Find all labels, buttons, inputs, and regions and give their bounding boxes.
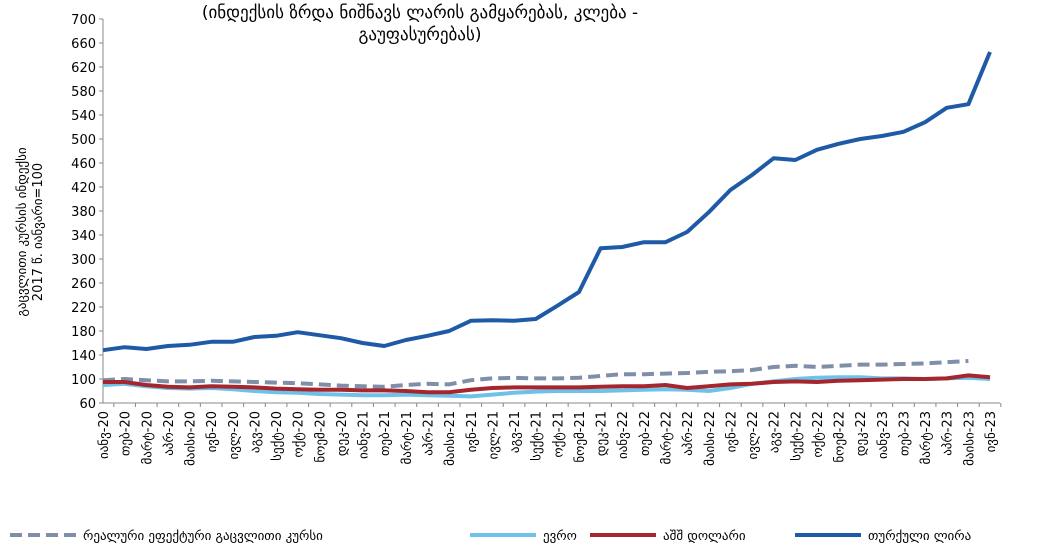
series-line — [102, 51, 992, 353]
x-tick-label: მარტ-22 — [659, 411, 674, 464]
x-tick-label: აპრ-22 — [681, 411, 696, 456]
x-tick-label: აპრ-20 — [162, 411, 177, 456]
x-tick-label: იანვ-21 — [357, 411, 372, 459]
y-tick-label: 420 — [71, 181, 96, 196]
x-tick-label: სექტ-20 — [270, 411, 285, 461]
x-tick-label: სექტ-22 — [789, 411, 804, 461]
x-tick-label: დეკ-20 — [335, 411, 350, 456]
x-tick-label: თებ-20 — [119, 411, 134, 456]
x-tick-label: ივნ-20 — [205, 411, 220, 452]
y-tick-label: 580 — [71, 85, 96, 100]
y-tick-label: 500 — [71, 133, 96, 148]
x-tick-label: აპრ-23 — [941, 411, 956, 456]
x-tick-label: ნოემ-21 — [573, 411, 588, 463]
x-tick-label: ოქტ-21 — [551, 411, 566, 458]
x-tick-label: მარტ-21 — [400, 411, 415, 464]
x-tick-label: მარტ-23 — [919, 411, 934, 464]
x-tick-label: მაისი-22 — [703, 411, 718, 466]
title-line: გაუფასურებას) — [358, 25, 482, 45]
x-tick-label: იანვ-20 — [97, 411, 112, 459]
y-tick-label: 620 — [71, 61, 96, 76]
x-tick-label: ოქტ-20 — [292, 411, 307, 458]
x-tick-label: ივლ-22 — [746, 411, 761, 459]
y-tick-label: 540 — [71, 109, 96, 124]
x-tick-label: მაისი-20 — [184, 411, 199, 466]
y-label-line: 2017 წ. იანვარი=100 — [31, 163, 46, 301]
x-tick-label: ნოემ-20 — [313, 411, 328, 463]
series-line — [102, 375, 991, 399]
y-tick-label: 660 — [71, 37, 96, 52]
legend-label: აშშ დოლარი — [663, 529, 746, 544]
y-tick-label: 300 — [71, 253, 96, 268]
y-tick-label: 100 — [71, 373, 96, 388]
x-tick-label: ივლ-21 — [486, 411, 501, 459]
chart-title: (ინდექსის ზრდა ნიშნავს ლარის გამყარებას,… — [190, 2, 650, 46]
series-line — [102, 359, 969, 389]
x-tick-label: მაისი-23 — [962, 411, 977, 466]
y-label-line: გაცვლითი კურსის ინდექსი — [15, 147, 30, 317]
x-tick-label: აგვ-22 — [768, 411, 783, 453]
x-tick-label: იანვ-22 — [616, 411, 631, 459]
x-tick-label: თებ-23 — [897, 411, 912, 456]
x-tick-label: მარტ-20 — [140, 411, 155, 464]
x-tick-label: სექტ-21 — [530, 411, 545, 461]
legend-label: რეალური ეფექტური გაცვლითი კურსი — [83, 529, 323, 544]
y-tick-label: 60 — [79, 397, 96, 412]
y-tick-label: 380 — [71, 205, 96, 220]
x-tick-label: თებ-22 — [638, 411, 653, 456]
x-tick-label: ივნ-23 — [984, 411, 999, 452]
x-tick-label: მაისი-21 — [443, 411, 458, 466]
x-tick-label: თებ-21 — [378, 411, 393, 456]
x-tick-label: ივნ-22 — [724, 411, 739, 452]
y-tick-label: 220 — [71, 301, 96, 316]
y-axis-label: გაცვლითი კურსის ინდექსი 2017 წ. იანვარი=… — [15, 147, 46, 317]
legend-label: თურქული ლირა — [868, 529, 971, 544]
x-tick-label: აგვ-20 — [248, 411, 263, 453]
x-tick-label: ნოემ-22 — [833, 411, 848, 463]
x-tick-label: დეკ-21 — [595, 411, 610, 456]
x-tick-label: აპრ-21 — [422, 411, 437, 456]
x-tick-label: ივლ-20 — [227, 411, 242, 459]
series-line — [103, 373, 991, 395]
y-tick-label: 460 — [71, 157, 96, 172]
legend-label: ევრო — [543, 529, 577, 544]
x-tick-label: ივნ-21 — [465, 411, 480, 452]
y-tick-label: 340 — [71, 229, 96, 244]
y-tick-label: 700 — [71, 13, 96, 28]
x-tick-label: იანვ-23 — [876, 411, 891, 459]
y-tick-label: 180 — [71, 325, 96, 340]
x-tick-label: აგვ-21 — [508, 411, 523, 453]
y-tick-label: 260 — [71, 277, 96, 292]
x-tick-label: ოქტ-22 — [811, 411, 826, 458]
title-line: (ინდექსის ზრდა ნიშნავს ლარის გამყარებას,… — [201, 3, 639, 23]
y-tick-label: 140 — [71, 349, 96, 364]
x-tick-label: დეკ-22 — [854, 411, 869, 456]
